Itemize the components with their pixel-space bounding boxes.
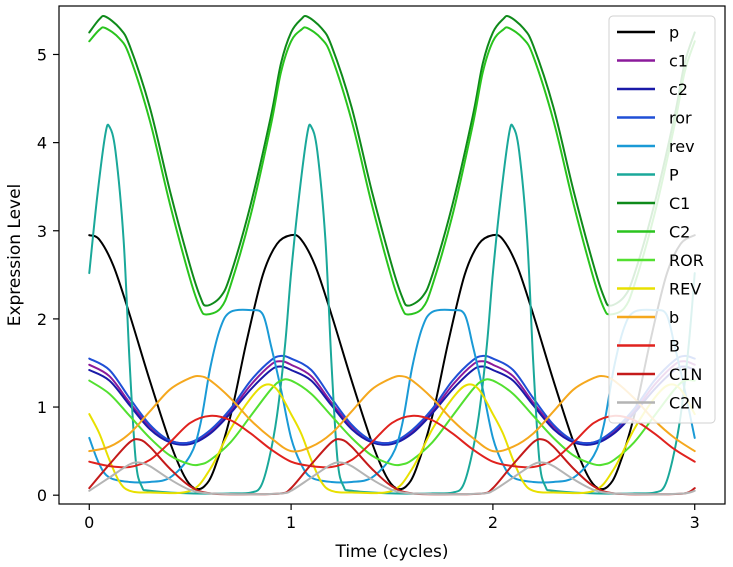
y-tick-label: 2	[37, 310, 47, 329]
series-line-b	[88, 374, 696, 453]
y-tick-label: 5	[37, 45, 47, 64]
series-line-B	[88, 414, 696, 469]
legend-label-B: B	[669, 337, 680, 356]
legend-label-C2N: C2N	[669, 394, 702, 413]
y-tick-label: 3	[37, 222, 47, 241]
x-tick-label: 3	[690, 513, 700, 532]
x-tick-label: 1	[286, 513, 296, 532]
legend-label-ROR: ROR	[669, 251, 704, 270]
y-tick-label: 4	[37, 134, 47, 153]
series-line-C2N	[88, 461, 696, 496]
series-line-ROR	[88, 378, 696, 467]
series-layer	[88, 15, 696, 496]
legend-label-REV: REV	[669, 280, 701, 299]
legend-label-rev: rev	[669, 137, 695, 156]
y-tick-label: 1	[37, 398, 47, 417]
legend-label-c2: c2	[669, 80, 688, 99]
legend: p c1 c2 ror rev P C1 C2 ROR REV bB C1N C2N	[608, 15, 716, 424]
legend-label-P: P	[669, 166, 679, 185]
plot-frame	[58, 5, 726, 505]
legend-label-c1: c1	[669, 52, 688, 71]
series-line-C2	[88, 26, 696, 316]
series-line-C1	[88, 15, 696, 307]
y-axis-label: Expression Level	[5, 184, 25, 327]
legend-box	[608, 15, 716, 424]
y-tick-label: 0	[37, 486, 47, 505]
legend-label-C1: C1	[669, 194, 690, 213]
x-tick-label: 2	[488, 513, 498, 532]
series-line-P	[88, 123, 696, 495]
legend-label-ror: ror	[669, 109, 692, 128]
legend-label-p: p	[669, 23, 679, 42]
legend-label-C2: C2	[669, 223, 690, 242]
legend-label-b: b	[669, 308, 679, 327]
series-line-C1N	[88, 438, 696, 496]
series-line-c2	[88, 365, 696, 446]
series-line-ror	[88, 354, 696, 445]
x-axis-label: Time (cycles)	[334, 542, 448, 562]
x-axis: 0 1 2 3	[84, 504, 700, 532]
y-axis: 0 1 2 3 4 5	[37, 45, 59, 505]
x-tick-label: 0	[84, 513, 94, 532]
legend-label-C1N: C1N	[669, 365, 702, 384]
